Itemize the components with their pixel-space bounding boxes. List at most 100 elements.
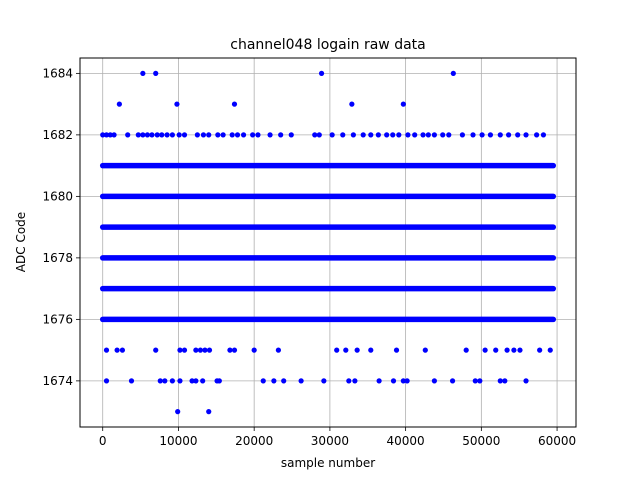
y-tick-label: 1678 (42, 251, 73, 265)
x-tick-label: 30000 (311, 434, 349, 448)
data-point (125, 132, 131, 138)
data-point (405, 132, 411, 138)
data-point (267, 132, 273, 138)
data-point (193, 347, 199, 353)
data-point (229, 132, 235, 138)
x-tick-label: 40000 (387, 434, 425, 448)
data-point (350, 132, 356, 138)
data-point (215, 132, 221, 138)
data-point (200, 378, 206, 384)
data-point (100, 132, 106, 138)
data-point (153, 347, 159, 353)
data-point (154, 132, 160, 138)
data-point (271, 378, 277, 384)
data-point (349, 101, 355, 107)
data-point (298, 378, 304, 384)
data-point (446, 132, 452, 138)
data-point (343, 347, 349, 353)
data-point (534, 132, 540, 138)
data-point (329, 132, 335, 138)
data-point (159, 132, 165, 138)
data-point (200, 132, 207, 138)
data-point (107, 132, 113, 138)
data-point (497, 132, 503, 138)
data-point (396, 132, 402, 138)
data-point (393, 347, 400, 353)
data-point (523, 132, 529, 138)
data-point (487, 132, 494, 138)
data-point (479, 132, 485, 138)
data-point (312, 132, 318, 138)
data-point (197, 347, 204, 353)
data-point (251, 347, 257, 353)
data-point (506, 132, 512, 138)
data-point (157, 378, 163, 384)
data-point (390, 132, 396, 138)
data-point (164, 132, 170, 138)
x-tick-label: 60000 (538, 434, 576, 448)
data-point (176, 132, 182, 138)
data-point (181, 347, 188, 353)
data-point (175, 409, 181, 415)
data-point (206, 409, 212, 415)
data-point (206, 347, 213, 353)
x-axis-label: sample number (281, 456, 375, 470)
data-point (321, 378, 327, 384)
data-point (231, 101, 238, 107)
data-point (340, 132, 346, 138)
x-axis-ticks: 0 10000 20000 30000 40000 50000 60000 (99, 427, 576, 448)
data-point (144, 132, 150, 138)
y-tick-label: 1680 (42, 189, 73, 203)
data-point (189, 378, 195, 384)
y-axis-label: ADC Code (14, 212, 28, 272)
data-point (193, 378, 199, 384)
data-point (260, 378, 266, 384)
data-point (128, 378, 135, 384)
chart-title: channel048 logain raw data (230, 37, 425, 53)
data-point (140, 70, 146, 76)
data-point (420, 132, 426, 138)
data-point (537, 347, 543, 353)
x-tick-label: 0 (99, 434, 107, 448)
data-points (99, 70, 557, 415)
data-point (440, 132, 446, 138)
data-point (375, 132, 381, 138)
data-point (360, 132, 366, 138)
data-point (354, 347, 360, 353)
data-point (470, 132, 476, 138)
data-point (278, 132, 284, 138)
data-point (412, 132, 418, 138)
data-point (482, 347, 488, 353)
data-point (162, 378, 168, 384)
data-point (318, 70, 325, 76)
data-point (425, 132, 431, 138)
data-point (390, 378, 397, 384)
plot-frame (79, 57, 577, 428)
data-point (119, 347, 126, 353)
data-point (404, 378, 410, 384)
data-point (431, 378, 437, 384)
x-tick-label: 50000 (462, 434, 500, 448)
data-point (116, 101, 122, 107)
data-point (459, 132, 466, 138)
data-point (169, 132, 175, 138)
data-point (231, 347, 238, 353)
data-point (111, 132, 117, 138)
data-point (368, 347, 374, 353)
data-point (103, 378, 110, 384)
data-point (517, 347, 523, 353)
data-point (515, 132, 521, 138)
data-point (477, 378, 483, 384)
data-point (194, 132, 200, 138)
data-point (281, 378, 287, 384)
data-point (547, 347, 553, 353)
data-point (202, 347, 208, 353)
data-point (169, 378, 175, 384)
data-point (206, 132, 212, 138)
data-point (140, 132, 146, 138)
data-point (449, 378, 456, 384)
data-point (450, 70, 456, 76)
data-point (177, 378, 183, 384)
data-point (504, 347, 510, 353)
data-point (174, 101, 180, 107)
